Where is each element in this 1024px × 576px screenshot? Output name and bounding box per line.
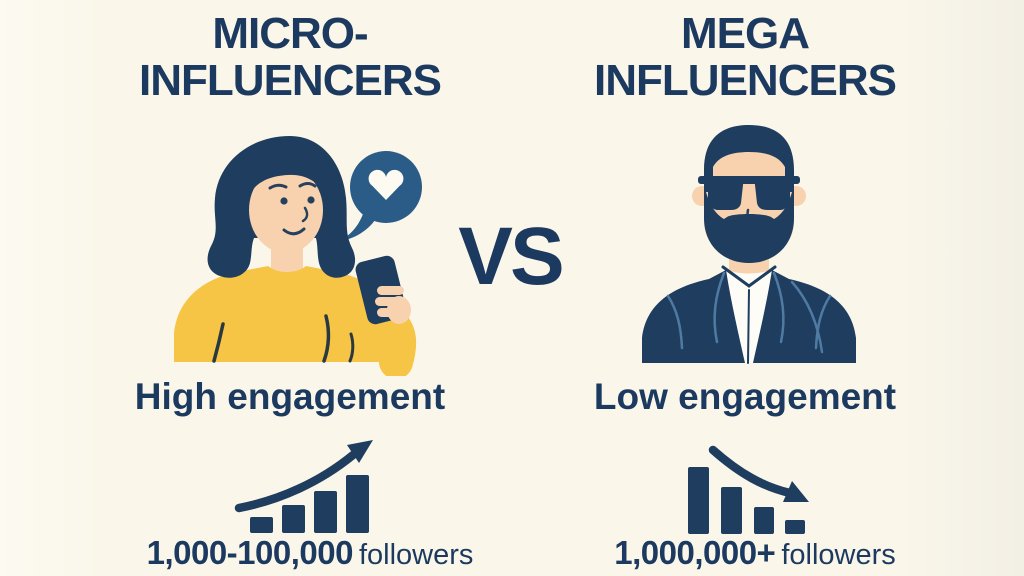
shirt-collar: [721, 265, 777, 288]
eyebrow: [298, 182, 317, 188]
bar: [346, 475, 369, 533]
bar: [282, 505, 305, 533]
bar: [250, 517, 273, 533]
eye: [307, 196, 315, 204]
lapel-line: [772, 271, 785, 344]
sweater-fold: [212, 322, 225, 363]
versus-label: VS: [458, 211, 564, 302]
face: [249, 167, 323, 253]
heart-speech-bubble-icon: [340, 151, 422, 241]
finger: [377, 308, 404, 317]
suit-crease: [814, 294, 832, 350]
micro-followers-count: 1,000-100,000 followers: [80, 534, 540, 572]
finger: [375, 297, 404, 306]
growth-trend-icon: [234, 440, 373, 533]
heart-icon: [368, 169, 404, 200]
bar: [688, 467, 709, 534]
suit-crease: [790, 280, 824, 354]
bar: [721, 487, 742, 534]
mega-influencers-title: MEGA INFLUENCERS: [545, 10, 945, 104]
high-engagement-label: High engagement: [134, 376, 446, 417]
man-figure: [642, 125, 856, 364]
mega-influencer-illustration: [642, 125, 856, 364]
hair-fringe: [248, 159, 328, 200]
lapel-line: [713, 271, 726, 344]
shirt-placket: [747, 289, 750, 364]
sweater-fold: [322, 314, 331, 363]
eyebrow: [268, 183, 288, 190]
bar: [754, 507, 774, 534]
sunglasses-right-lens: [754, 176, 790, 210]
title-line-2: INFLUENCERS: [139, 56, 442, 106]
down-arrow-shaft: [708, 445, 795, 498]
arm-fold: [348, 332, 355, 363]
up-arrow-shaft: [234, 450, 358, 513]
followers-range: 1,000,000+: [614, 534, 776, 571]
yellow-sweater: [174, 266, 402, 362]
suit-right-panel: [753, 270, 856, 363]
down-arrow-head: [783, 481, 809, 502]
title-line-1: MICRO-: [212, 9, 368, 58]
nose: [301, 206, 309, 223]
up-arrow-head: [347, 440, 373, 463]
micro-influencer-illustration: [174, 136, 422, 376]
finger: [377, 286, 404, 295]
beard: [704, 184, 794, 263]
decline-trend-icon: [688, 445, 809, 534]
suit-left-panel: [642, 270, 745, 363]
bar: [314, 491, 337, 533]
micro-influencers-title: MICRO- INFLUENCERS: [90, 10, 490, 104]
woman-figure: [174, 136, 417, 376]
followers-word: followers: [358, 539, 474, 571]
followers-word: followers: [781, 539, 896, 571]
mega-followers-count: 1,000,000+ followers: [530, 534, 980, 572]
title-line-2: INFLUENCERS: [594, 56, 897, 106]
suit-crease: [666, 294, 684, 350]
sunglasses-left-lens: [708, 176, 744, 210]
eye: [280, 197, 288, 205]
title-line-1: MEGA: [681, 9, 810, 58]
sunglasses-icon: [698, 176, 800, 210]
speech-bubble-tail: [340, 214, 375, 241]
low-engagement-label: Low engagement: [593, 376, 897, 417]
smile: [282, 227, 306, 236]
hair: [704, 125, 794, 192]
raised-arm: [369, 301, 417, 376]
bar: [785, 520, 805, 534]
followers-range: 1,000-100,000: [146, 534, 354, 571]
